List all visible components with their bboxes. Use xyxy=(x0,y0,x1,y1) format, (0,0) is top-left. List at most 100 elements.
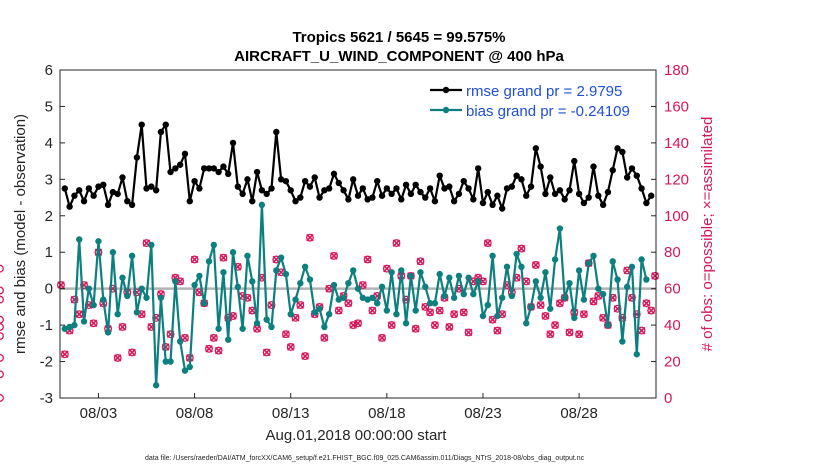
rmse-series-point xyxy=(335,179,342,187)
obs-possible-point xyxy=(214,346,223,355)
rmse-series-point xyxy=(369,194,376,201)
bias-series-point xyxy=(643,276,650,283)
bias-series-point xyxy=(494,312,501,320)
obs-possible-point xyxy=(493,326,502,335)
obs-assimilated-point xyxy=(176,277,184,286)
rmse-series-point xyxy=(619,148,626,156)
legend: rmse grand pr = 2.9795 bias grand pr = -… xyxy=(430,83,630,120)
rmse-series-point xyxy=(494,192,501,199)
bias-series-point xyxy=(436,270,443,278)
rmse-series-point xyxy=(282,177,290,185)
obs-possible-point xyxy=(60,350,69,359)
obs-possible-point xyxy=(128,348,137,357)
bias-series-point xyxy=(340,294,347,301)
chart-title: Tropics 5621 / 5645 = 99.575% xyxy=(292,29,505,46)
rmse-series-point xyxy=(229,139,237,147)
obs-possible-point xyxy=(118,322,127,331)
obs-possible-point xyxy=(0,264,4,273)
obs-assimilated-point xyxy=(565,328,574,337)
rmse-series-point xyxy=(537,163,544,170)
obs-assimilated-point xyxy=(378,334,386,342)
obs-possible-point xyxy=(262,348,271,357)
y2-tick-label: 0 xyxy=(664,390,672,407)
obs-assimilated-point xyxy=(445,323,454,331)
obs-possible-point xyxy=(0,286,4,295)
legend-bias-label: bias grand pr = -0.24109 xyxy=(466,103,630,120)
rmse-series-point xyxy=(61,185,69,192)
bias-series-point xyxy=(446,274,453,281)
obs-possible-point xyxy=(286,343,295,351)
rmse-series-point xyxy=(215,168,222,176)
obs-assimilated-point xyxy=(493,326,502,335)
bias-series-point xyxy=(85,285,93,292)
obs-possible-point xyxy=(430,321,439,330)
bias-series-point xyxy=(234,283,242,291)
obs-possible-point xyxy=(579,310,588,319)
bias-series-point xyxy=(566,280,573,287)
obs-possible-point xyxy=(209,333,218,342)
obs-possible-point xyxy=(320,333,329,342)
rmse-series-point xyxy=(191,177,198,185)
rmse-series-point xyxy=(575,190,583,198)
obs-possible-point xyxy=(435,306,444,315)
rmse-series-point xyxy=(258,187,266,194)
rmse-series-point xyxy=(220,163,227,170)
bias-series-point xyxy=(537,294,544,301)
rmse-series-point xyxy=(585,194,592,201)
rmse-series-point xyxy=(407,190,415,198)
rmse-series-point xyxy=(239,190,246,198)
obs-possible-point xyxy=(551,321,560,330)
rmse-series-point xyxy=(119,174,126,181)
obs-assimilated-point xyxy=(61,350,69,359)
bias-series-point xyxy=(249,278,256,285)
obs-possible-point xyxy=(426,308,435,317)
bias-series-point xyxy=(316,305,323,312)
bias-series-point xyxy=(484,301,491,309)
bias-series-point xyxy=(412,307,419,314)
rmse-series-point xyxy=(234,183,242,190)
obs-possible-point xyxy=(89,319,98,328)
y2-tick-label: 60 xyxy=(664,281,681,298)
obs-possible-point xyxy=(80,281,88,289)
obs-possible-point xyxy=(392,239,401,248)
bias-series-point xyxy=(325,310,333,318)
bias-series-point xyxy=(359,294,367,301)
bias-series-point xyxy=(619,338,626,345)
bias-series-point xyxy=(450,294,458,301)
bias-series-point xyxy=(109,249,117,256)
obs-possible-point xyxy=(483,239,492,248)
bias-series-point xyxy=(268,323,275,331)
bias-series-line xyxy=(64,203,648,387)
rmse-series-point xyxy=(95,183,102,190)
obs-possible-point xyxy=(358,281,367,289)
rmse-series-point xyxy=(542,190,549,198)
rmse-series-point xyxy=(249,198,256,205)
rmse-series-point xyxy=(268,185,275,192)
bias-series-point xyxy=(61,325,69,332)
obs-assimilated-point xyxy=(344,299,353,308)
y2-tick-label: 80 xyxy=(664,244,681,261)
obs-possible-point xyxy=(411,324,420,333)
bias-series-point xyxy=(398,267,405,274)
y2-tick-label: 120 xyxy=(664,171,689,188)
rmse-series-point xyxy=(566,187,573,194)
y2-tick-label: 40 xyxy=(664,317,681,334)
obs-possible-point xyxy=(305,233,314,242)
y-tick-label: 0 xyxy=(45,281,53,298)
obs-assimilated-point xyxy=(210,334,218,342)
obs-assimilated-point xyxy=(301,352,309,360)
bias-series-point xyxy=(354,285,362,292)
obs-possible-point xyxy=(387,321,396,330)
x-tick-label: 08/08 xyxy=(176,405,214,422)
obs-possible-point xyxy=(281,330,290,339)
rmse-series-point xyxy=(518,176,525,183)
rmse-series-point xyxy=(479,199,487,207)
rmse-series-point xyxy=(402,181,410,188)
rmse-series-point xyxy=(176,161,184,168)
bias-series-point xyxy=(282,270,290,278)
obs-assimilated-point xyxy=(426,308,434,317)
obs-possible-point xyxy=(378,333,386,342)
rmse-series-point xyxy=(393,185,400,192)
bias-series-point xyxy=(364,296,371,303)
rmse-series-point xyxy=(595,192,602,199)
